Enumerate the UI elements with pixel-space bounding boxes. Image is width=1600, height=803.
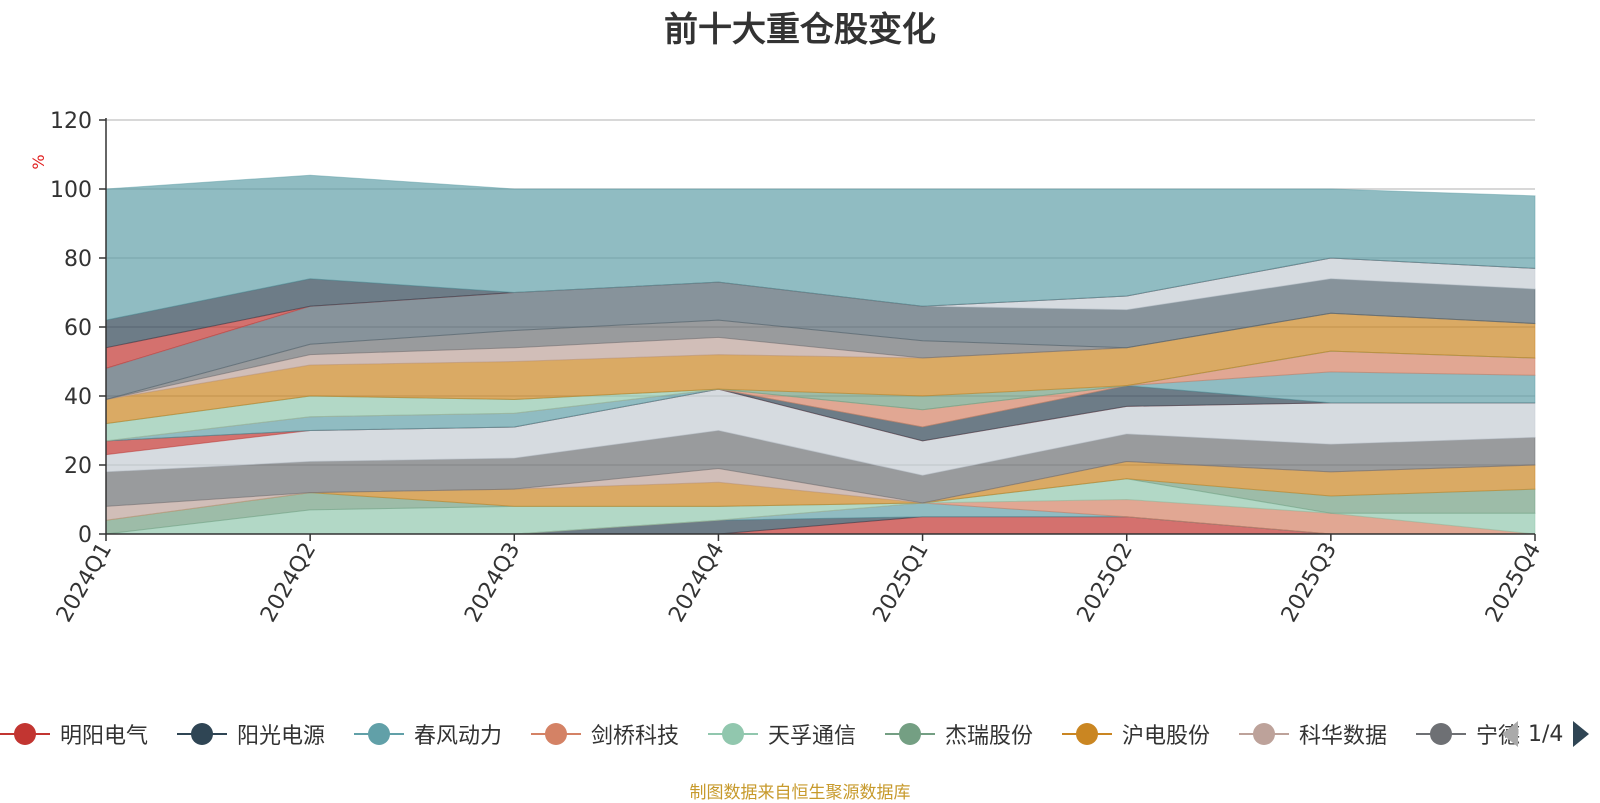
- legend-pager: 1/4: [1500, 714, 1600, 754]
- y-tick-label: 0: [78, 523, 92, 548]
- data-source-note: 制图数据来自恒生聚源数据库: [689, 783, 911, 803]
- legend-item[interactable]: 阳光电源: [177, 712, 325, 756]
- legend-marker-icon: [354, 723, 404, 745]
- legend-marker-icon: [1416, 723, 1466, 745]
- stacked-areas: [105, 174, 1536, 535]
- y-tick-label: 120: [50, 109, 92, 134]
- legend-marker-icon: [531, 723, 581, 745]
- x-tick-label: 2025Q3: [1277, 539, 1342, 627]
- legend-marker-icon: [1239, 723, 1289, 745]
- legend-marker-icon: [1062, 723, 1112, 745]
- legend-label: 沪电股份: [1122, 724, 1211, 749]
- legend-item[interactable]: 沪电股份: [1062, 712, 1210, 756]
- y-tick-label: 40: [64, 385, 92, 410]
- area-series: [105, 174, 1536, 321]
- legend-item[interactable]: 春风动力: [354, 712, 502, 756]
- x-tick-label: 2025Q1: [868, 539, 933, 627]
- legend-item[interactable]: 明阳电气: [0, 712, 148, 756]
- y-tick-label: 60: [64, 316, 92, 341]
- area-chart: 0 20 40 60 80 100 120 2024Q1 2024Q2 2024Q3 2024Q4…: [29, 109, 1546, 627]
- x-tick-label: 2025Q2: [1073, 539, 1138, 627]
- legend: 明阳电气阳光电源春风动力剑桥科技天孚通信杰瑞股份沪电股份科华数据宁德时代: [0, 712, 1520, 756]
- legend-label: 阳光电源: [237, 724, 326, 749]
- x-tick-label: 2024Q3: [460, 539, 525, 627]
- legend-marker-icon: [177, 723, 227, 745]
- y-tick-label: 100: [50, 178, 92, 203]
- legend-label: 科华数据: [1299, 724, 1388, 749]
- y-tick-label: 80: [64, 247, 92, 272]
- legend-label: 春风动力: [414, 724, 503, 749]
- y-axis-label: %: [29, 154, 48, 169]
- x-tick-label: 2024Q1: [52, 539, 117, 627]
- legend-marker-icon: [0, 723, 50, 745]
- legend-label: 天孚通信: [768, 724, 857, 749]
- legend-next-icon[interactable]: [1571, 719, 1591, 749]
- legend-item[interactable]: 剑桥科技: [531, 712, 679, 756]
- legend-item[interactable]: 杰瑞股份: [885, 712, 1033, 756]
- legend-label: 剑桥科技: [591, 724, 680, 749]
- legend-label: 明阳电气: [60, 724, 149, 749]
- x-ticks: 2024Q1 2024Q2 2024Q3 2024Q4 2025Q1 2025Q2 2025…: [52, 534, 1546, 627]
- y-ticks: 0 20 40 60 80 100 120: [50, 109, 106, 548]
- legend-marker-icon: [708, 723, 758, 745]
- legend-item[interactable]: 天孚通信: [708, 712, 856, 756]
- x-tick-label: 2025Q4: [1481, 539, 1546, 627]
- legend-prev-icon[interactable]: [1500, 719, 1520, 749]
- legend-label: 杰瑞股份: [945, 724, 1034, 749]
- legend-item[interactable]: 科华数据: [1239, 712, 1387, 756]
- legend-marker-icon: [885, 723, 935, 745]
- x-tick-label: 2024Q4: [664, 539, 729, 627]
- x-tick-label: 2024Q2: [256, 539, 321, 627]
- chart-title: 前十大重仓股变化: [664, 10, 936, 50]
- legend-page-indicator: 1/4: [1528, 721, 1564, 747]
- y-tick-label: 20: [64, 454, 92, 479]
